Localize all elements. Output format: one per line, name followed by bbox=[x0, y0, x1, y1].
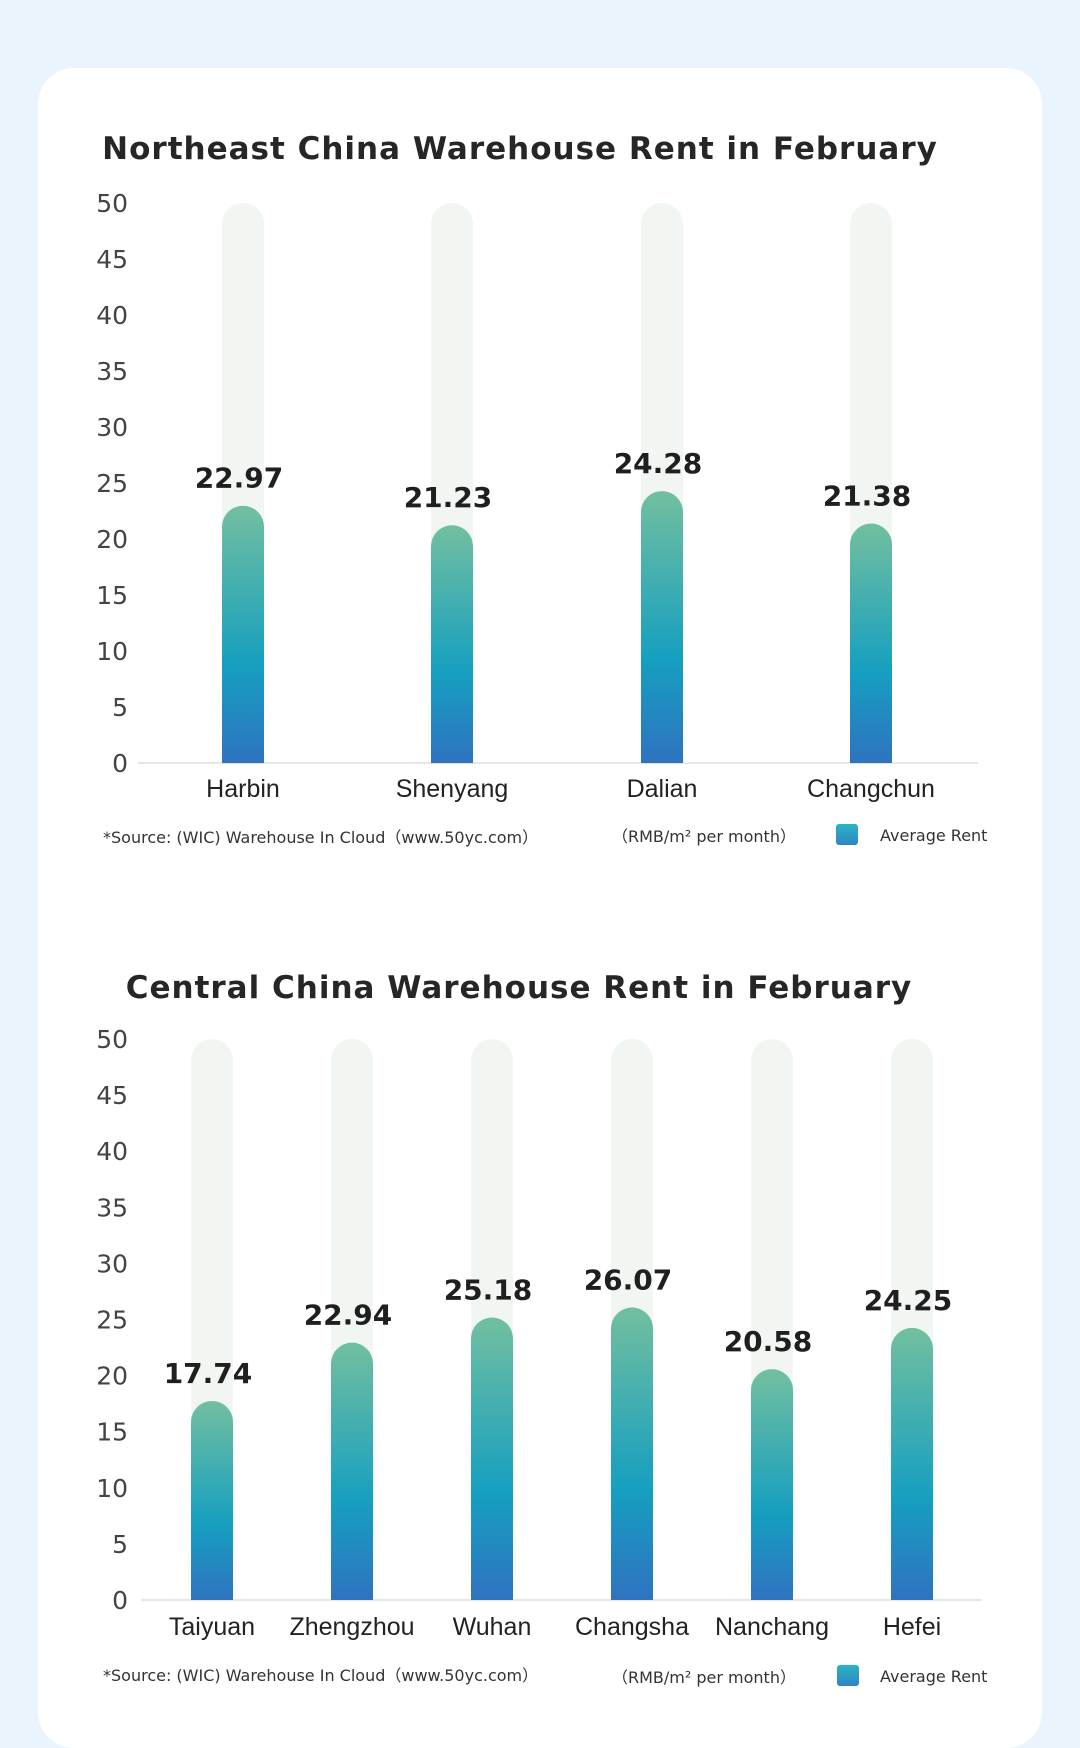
y-tick-label: 15 bbox=[96, 581, 128, 610]
category-label: Changsha bbox=[575, 1613, 689, 1641]
source-note: *Source: (WIC) Warehouse In Cloud（www.50… bbox=[103, 1666, 538, 1685]
value-label: 24.28 bbox=[614, 447, 703, 480]
y-tick-label: 40 bbox=[96, 301, 128, 330]
category-label: Hefei bbox=[883, 1613, 941, 1641]
y-tick-label: 5 bbox=[112, 693, 128, 722]
legend-label: Average Rent bbox=[880, 826, 987, 845]
y-axis: 0 5 10 15 20 25 30 35 40 45 50 bbox=[96, 189, 128, 778]
y-tick-label: 20 bbox=[96, 1362, 128, 1391]
y-tick-label: 0 bbox=[112, 1586, 128, 1615]
y-tick-label: 5 bbox=[112, 1530, 128, 1559]
legend-swatch bbox=[836, 824, 858, 845]
chart-title: Central China Warehouse Rent in February bbox=[126, 970, 913, 1006]
y-tick-label: 20 bbox=[96, 525, 128, 554]
unit-note: （RMB/m² per month） bbox=[612, 1668, 796, 1687]
value-label: 22.97 bbox=[195, 462, 284, 495]
bar-nanchang bbox=[751, 1369, 793, 1600]
y-tick-label: 40 bbox=[96, 1137, 128, 1166]
y-tick-label: 50 bbox=[96, 1025, 128, 1054]
y-tick-label: 35 bbox=[96, 357, 128, 386]
bar-shenyang bbox=[431, 525, 473, 763]
category-label: Changchun bbox=[807, 775, 935, 803]
category-label: Taiyuan bbox=[169, 1613, 255, 1641]
y-tick-label: 10 bbox=[96, 637, 128, 666]
category-label: Nanchang bbox=[715, 1613, 829, 1641]
y-tick-label: 0 bbox=[112, 749, 128, 778]
chart-title: Northeast China Warehouse Rent in Februa… bbox=[102, 131, 938, 167]
bar-zhengzhou bbox=[331, 1342, 373, 1600]
category-label: Zhengzhou bbox=[289, 1613, 414, 1641]
chart-northeast: Northeast China Warehouse Rent in Februa… bbox=[96, 131, 987, 847]
y-tick-label: 30 bbox=[96, 1249, 128, 1278]
y-tick-label: 35 bbox=[96, 1193, 128, 1222]
y-tick-label: 15 bbox=[96, 1418, 128, 1447]
value-label: 17.74 bbox=[164, 1357, 253, 1390]
value-label: 24.25 bbox=[864, 1284, 953, 1317]
y-tick-label: 25 bbox=[96, 1306, 128, 1335]
category-label: Wuhan bbox=[453, 1613, 532, 1641]
bar-taiyuan bbox=[191, 1400, 233, 1600]
category-label: Dalian bbox=[627, 775, 698, 803]
bars: 17.74 Taiyuan 22.94 Zhengzhou 25.18 Wuhan 26.0… bbox=[164, 1039, 953, 1641]
category-label: Harbin bbox=[206, 775, 280, 803]
chart-central: Central China Warehouse Rent in February… bbox=[96, 970, 987, 1687]
value-label: 21.23 bbox=[404, 481, 493, 514]
value-label: 20.58 bbox=[724, 1325, 813, 1358]
bars: 22.97 Harbin 21.23 Shenyang 24.28 Dalian 21.38… bbox=[195, 203, 935, 803]
value-label: 21.38 bbox=[823, 480, 912, 513]
value-label: 26.07 bbox=[584, 1263, 673, 1296]
value-label: 25.18 bbox=[444, 1273, 533, 1306]
legend-label: Average Rent bbox=[880, 1667, 987, 1686]
bar-harbin bbox=[222, 505, 264, 763]
y-tick-label: 45 bbox=[96, 1081, 128, 1110]
y-tick-label: 30 bbox=[96, 413, 128, 442]
y-tick-label: 25 bbox=[96, 469, 128, 498]
category-label: Shenyang bbox=[396, 775, 509, 803]
bar-changchun bbox=[850, 523, 892, 763]
unit-note: （RMB/m² per month） bbox=[612, 827, 796, 846]
legend-swatch bbox=[837, 1665, 859, 1686]
y-tick-label: 50 bbox=[96, 189, 128, 218]
bar-dalian bbox=[641, 491, 683, 763]
bar-wuhan bbox=[471, 1317, 513, 1600]
value-label: 22.94 bbox=[304, 1299, 393, 1332]
y-tick-label: 45 bbox=[96, 245, 128, 274]
bar-hefei bbox=[891, 1327, 933, 1600]
bar-changsha bbox=[611, 1307, 653, 1600]
source-note: *Source: (WIC) Warehouse In Cloud（www.50… bbox=[103, 828, 538, 847]
y-tick-label: 10 bbox=[96, 1474, 128, 1503]
y-axis: 0 5 10 15 20 25 30 35 40 45 50 bbox=[96, 1025, 128, 1615]
